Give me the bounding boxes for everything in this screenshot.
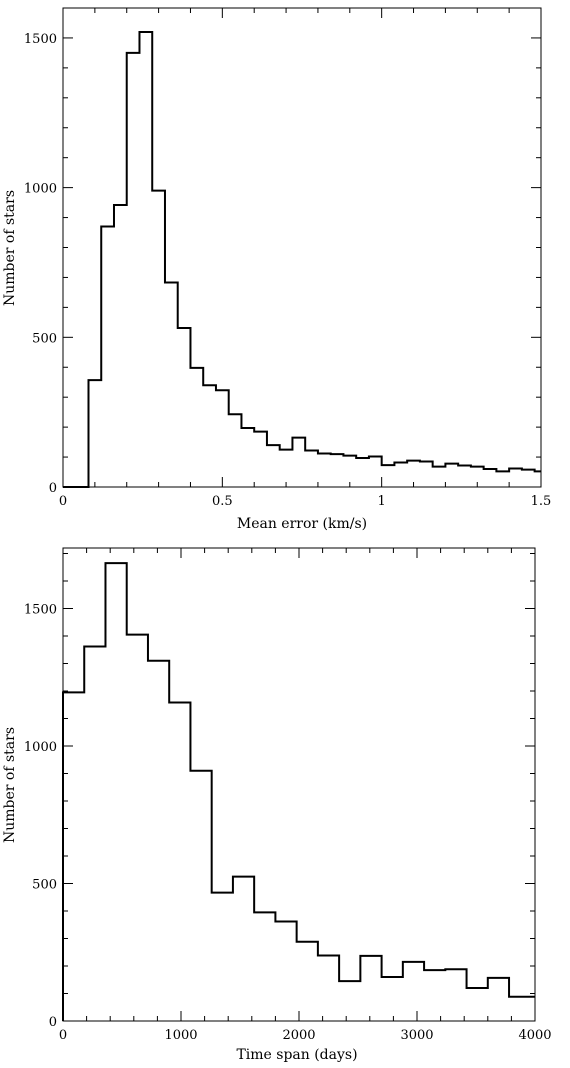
histogram-bin (484, 469, 497, 487)
histogram-bin (127, 53, 140, 487)
histogram-bin (101, 227, 114, 487)
histogram-bin (509, 468, 522, 487)
y-tick-label: 1000 (24, 740, 57, 755)
histogram-bin (305, 450, 318, 487)
histogram-bin (139, 32, 152, 487)
histogram-bin (356, 458, 369, 487)
histogram-bin (148, 661, 169, 1021)
histogram-bin (407, 461, 420, 487)
histogram-bin (267, 445, 280, 487)
histogram-bin (445, 969, 466, 1021)
y-tick-label: 500 (32, 331, 57, 346)
panel-mean-error: Mean error (km/s) Number of stars 0 0.5 1 1… (2, 7, 552, 532)
x-tick-label: 0 (59, 494, 67, 509)
y-axis-label: Number of stars (2, 727, 18, 843)
histogram-bin (522, 470, 535, 487)
x-tick-label: 1 (378, 494, 386, 509)
histogram-bin (360, 956, 381, 1021)
histogram-bin (403, 962, 424, 1021)
histogram-bin (254, 912, 275, 1021)
histogram-bin (467, 988, 488, 1021)
histogram-bin (233, 877, 254, 1021)
histogram-bin (275, 921, 296, 1021)
histogram-bin (84, 646, 105, 1021)
y-tick-label: 0 (49, 481, 57, 496)
x-tick-label: 2000 (282, 1028, 315, 1043)
histogram-bin (241, 428, 254, 487)
x-tick-label: 0 (59, 1028, 67, 1043)
histogram-bin (114, 205, 127, 487)
histogram-bin (292, 438, 305, 487)
histogram-bin (433, 467, 446, 487)
histogram-bin (165, 283, 178, 487)
histogram-bin (105, 563, 126, 1021)
histogram-bin (212, 893, 233, 1021)
histogram-bin (190, 771, 211, 1021)
y-tick-label: 1500 (24, 603, 57, 618)
panel-time-span: Time span (days) Number of stars 0 1000 20… (2, 547, 552, 1063)
histogram-bin (458, 465, 471, 487)
x-tick-label: 3000 (400, 1028, 433, 1043)
y-axis-label: Number of stars (2, 190, 18, 306)
histogram-bin (331, 454, 344, 487)
histogram-bin (394, 462, 407, 487)
x-axis-label: Mean error (km/s) (237, 516, 367, 532)
histogram-bin (509, 997, 535, 1021)
x-tick-label: 1000 (164, 1028, 197, 1043)
y-tick-label: 1500 (24, 32, 57, 47)
y-tick-label: 0 (49, 1015, 57, 1030)
histogram-bin (63, 692, 84, 1021)
histogram-bin (445, 464, 458, 487)
histogram-bin (190, 368, 203, 487)
histogram-bin (382, 465, 395, 487)
histogram-bin (297, 942, 318, 1021)
histogram-bin (420, 462, 433, 487)
histogram-bin (127, 635, 148, 1021)
histogram-bin (496, 471, 509, 487)
x-tick-label: 4000 (518, 1028, 551, 1043)
histogram-bin (535, 471, 541, 487)
histogram-bin (369, 456, 382, 487)
histogram-bin (318, 956, 339, 1021)
x-tick-label: 0.5 (212, 494, 233, 509)
y-tick-label: 500 (32, 878, 57, 893)
histogram-bin (343, 456, 356, 487)
histogram-outline (63, 30, 541, 488)
histogram-bin (229, 414, 242, 487)
histogram-bin (488, 978, 509, 1021)
x-tick-label: 1.5 (531, 494, 552, 509)
histogram-outline (62, 562, 535, 1021)
histogram-bin (169, 703, 190, 1021)
histogram-bin (178, 328, 191, 487)
histogram-bin (471, 467, 484, 487)
histogram-bin (280, 450, 293, 487)
y-tick-label: 1000 (24, 182, 57, 197)
histogram-bin (203, 385, 216, 487)
histogram-bin (318, 453, 331, 487)
histogram-bin (254, 432, 267, 487)
histogram-bin (88, 380, 101, 487)
histogram-bin (424, 970, 445, 1021)
histogram-bin (339, 981, 360, 1021)
histogram-bin (152, 191, 165, 487)
x-axis-label: Time span (days) (236, 1047, 357, 1063)
histogram-bin (216, 390, 229, 487)
histogram-bin (382, 977, 403, 1021)
